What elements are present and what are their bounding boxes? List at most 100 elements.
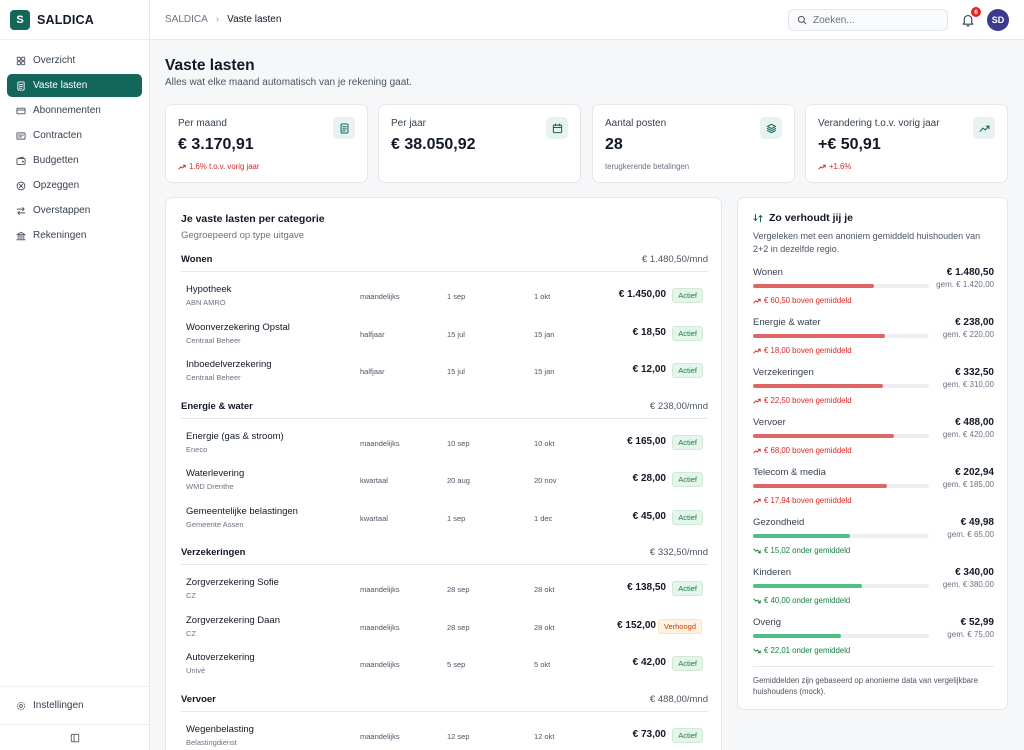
stat-label: Per jaar [391,118,427,129]
expense-amount: € 138,50 [627,582,666,593]
expense-name: Wegenbelasting [186,723,254,735]
expense-row[interactable]: Zorgverzekering Sofie CZ maandelijks 28 … [186,572,708,606]
search-input[interactable]: Zoeken... [788,9,948,31]
sidebar-item-rekeningen[interactable]: Rekeningen [7,224,142,247]
sidebar-item-overstappen[interactable]: Overstappen [7,199,142,222]
status-badge: Actief [672,727,703,743]
page-title: Vaste lasten [165,57,255,74]
comparison-value: € 238,00 [955,317,994,328]
brand[interactable]: S SALDICA [0,0,149,40]
expense-name: Woonverzekering Opstal [186,321,290,333]
comparison-delta: € 17,94 boven gemiddeld [753,496,852,505]
search-icon [797,15,807,25]
comparison-label: Wonen [753,267,783,278]
cancel-circle-icon [16,181,26,191]
comparison-label: Telecom & media [753,467,826,478]
status-badge: Actief [672,325,703,341]
stat-value: 28 [605,136,623,153]
expense-next-date: 15 jan [534,329,555,339]
expense-row[interactable]: Zorgverzekering Daan CZ maandelijks 28 s… [186,610,708,644]
sidebar-item-label: Overstappen [33,205,91,216]
sidebar-item-label: Vaste lasten [33,80,88,91]
categories-title: Je vaste lasten per categorie [181,213,325,225]
stat-note: 1.6% t.o.v. vorig jaar [178,162,355,171]
comparison-value: € 340,00 [955,567,994,578]
comparison-label: Overig [753,617,781,628]
expense-row[interactable]: Inboedelverzekering Centraal Beheer half… [186,354,708,388]
stat-card: Per maand € 3.170,91 1.6% t.o.v. vorig ja… [165,104,368,183]
sidebar-item-label: Contracten [33,130,82,141]
expense-name: Zorgverzekering Daan [186,614,280,626]
trend-up-icon [973,117,995,139]
switch-arrows-icon [16,206,26,216]
comparison-bar-fill [753,384,884,388]
stat-value: € 3.170,91 [178,136,254,153]
expense-provider: Centraal Beheer [186,335,241,345]
sidebar-item-abonnementen[interactable]: Abonnementen [7,99,142,122]
sidebar-item-vaste-lasten[interactable]: Vaste lasten [7,74,142,97]
comparison-delta: € 15,02 onder gemiddeld [753,546,850,555]
status-badge: Actief [672,581,703,596]
comparison-description: Vergeleken met een anoniem gemiddeld hui… [753,231,981,254]
page-subtitle: Alles wat elke maand automatisch van je … [165,77,412,88]
expense-amount: € 152,00 [617,619,656,631]
expense-row[interactable]: Waterlevering WMD Drenthe kwartaal 20 au… [186,463,708,497]
expense-amount: € 73,00 [632,728,666,740]
expense-amount: € 165,00 [627,435,666,447]
expense-row[interactable]: Gemeentelijke belastingen Gemeente Assen… [186,501,708,535]
category-name: Energie & water [181,400,253,412]
expense-amount: € 28,00 [632,473,666,484]
sidebar-item-contracten[interactable]: Contracten [7,124,142,147]
bank-icon [16,231,26,241]
comparison-bar [753,384,929,388]
avatar[interactable]: SD [987,9,1009,31]
category-group-header: Vervoer € 488,00/mnd [181,688,708,712]
expense-row[interactable]: Hypotheek ABN AMRO maandelijks 1 sep 1 o… [186,279,708,313]
sidebar-item-settings[interactable]: Instellingen [7,694,142,717]
comparison-bar-fill [753,484,887,488]
expense-last-date: 1 sep [447,513,466,523]
comparison-label: Kinderen [753,567,792,578]
sidebar-item-opzeggen[interactable]: Opzeggen [7,174,142,197]
expense-amount: € 45,00 [632,510,666,522]
comparison-bar [753,334,929,338]
expense-row[interactable]: Energie (gas & stroom) Eneco maandelijks… [186,426,708,460]
brand-name: SALDICA [37,12,94,27]
comparison-footnote: Gemiddelden zijn gebaseerd op anonieme d… [753,666,994,697]
notification-badge: 6 [971,7,981,17]
stat-label: Per maand [178,118,227,129]
expense-name: Waterlevering [186,468,245,479]
expense-row[interactable]: Woonverzekering Opstal Centraal Beheer h… [186,317,708,351]
bell-icon[interactable] [962,13,974,27]
breadcrumb-root[interactable]: SALDICA [165,14,208,25]
expense-amount: € 18,50 [632,326,666,338]
sidebar-item-label: Instellingen [33,700,84,711]
expense-last-date: 12 sep [447,731,470,741]
search-placeholder: Zoeken... [813,14,855,26]
expense-provider: CZ [186,628,196,638]
expense-next-date: 12 okt [534,731,555,741]
expense-frequency: maandelijks [360,660,400,669]
sidebar-bottom: Instellingen [0,686,149,717]
sidebar-item-budgetten[interactable]: Budgetten [7,149,142,172]
breadcrumb-current: Vaste lasten [227,14,282,25]
expense-last-date: 28 sep [447,585,470,594]
comparison-title-row: Zo verhoudt jij je [753,212,992,224]
comparison-item: Verzekeringen € 332,50 gem. € 310,00 € 2… [753,367,994,415]
comparison-bar-fill [753,584,863,588]
status-badge: Verhoogd [657,618,702,634]
category-total: € 238,00/mnd [649,400,708,412]
expense-row[interactable]: Autoverzekering Univé maandelijks 5 sep … [186,647,708,681]
sidebar-item-overzicht[interactable]: Overzicht [7,49,142,72]
expense-frequency: kwartaal [360,476,388,485]
status-badge: Actief [672,288,703,303]
grid-icon [16,56,26,66]
contract-icon [16,131,26,141]
expense-frequency: halfjaar [360,367,385,376]
collapse-sidebar-button[interactable] [0,724,149,750]
comparison-average: gem. € 220,00 [942,330,994,339]
status-badge: Actief [672,656,703,671]
comparison-label: Gezondheid [753,517,805,528]
comparison-bar-fill [753,284,875,288]
expense-row[interactable]: Wegenbelasting Belastingdienst maandelij… [186,719,708,750]
